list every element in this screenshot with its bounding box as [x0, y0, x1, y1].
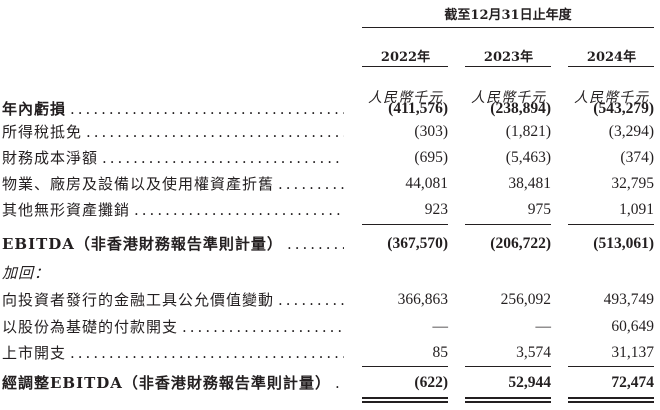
- row-label: 加回：: [2, 262, 344, 284]
- dot-leader: ........................................…: [70, 344, 344, 362]
- dot-leader: ........................................…: [334, 374, 344, 392]
- value-cell: —: [432, 318, 449, 335]
- value-cell: (367,570): [387, 235, 448, 252]
- unit-label: 人民幣千元: [471, 90, 546, 106]
- dot-leader: ........................................…: [70, 100, 344, 118]
- table-row: 物業、廠房及設備以及使用權資產折舊.......................…: [0, 173, 660, 195]
- row-label: 上市開支....................................…: [2, 342, 344, 364]
- year-rule: [362, 66, 448, 67]
- value-cell: 32,795: [611, 175, 654, 192]
- row-label-text: 經調整EBITDA（非香港財務報告準則計量）: [2, 374, 331, 392]
- year-2023: 2023年: [483, 50, 534, 65]
- unit-label: 人民幣千元: [574, 90, 649, 106]
- subtotal-rule: [465, 224, 551, 225]
- value-cell: 85: [432, 344, 449, 361]
- row-label-text: 財務成本淨額: [2, 149, 99, 167]
- value-cell: —: [535, 318, 552, 335]
- dot-leader: ........................................…: [102, 149, 344, 167]
- value-cell: 923: [424, 201, 448, 218]
- row-label-text: 以股份為基礎的付款開支: [2, 318, 179, 336]
- row-label: 以股份為基礎的付款開支.............................…: [2, 316, 344, 338]
- value-cell: 60,649: [611, 318, 654, 335]
- value-cell: 1,091: [619, 201, 654, 218]
- value-cell: (695): [414, 149, 448, 166]
- period-header: 截至12月31日止年度: [444, 8, 572, 23]
- table-row: 所得稅抵免...................................…: [0, 121, 660, 143]
- row-label: 經調整EBITDA（非香港財務報告準則計量）..................…: [2, 372, 344, 394]
- year-2022: 2022年: [380, 50, 431, 65]
- row-label-text: 物業、廠房及設備以及使用權資產折舊: [2, 175, 275, 193]
- table-row: EBITDA（非香港財務報告準則計量）.....................…: [0, 233, 660, 255]
- unit-label: 人民幣千元: [368, 90, 443, 106]
- value-cell: 493,749: [603, 291, 654, 308]
- row-label: 其他無形資產攤銷................................…: [2, 199, 344, 221]
- value-cell: 44,081: [405, 175, 448, 192]
- value-cell: 975: [527, 201, 551, 218]
- row-label: 財務成本淨額..................................…: [2, 147, 344, 169]
- value-cell: (238,894): [490, 100, 551, 117]
- value-cell: (513,061): [593, 235, 654, 252]
- value-cell: (5,463): [505, 149, 551, 166]
- value-cell: 72,474: [611, 374, 654, 391]
- value-cell: (543,279): [593, 100, 654, 117]
- subtotal-rule: [362, 366, 448, 367]
- dot-leader: ........................................…: [286, 235, 344, 253]
- table-row: 年內虧損....................................…: [0, 98, 660, 120]
- row-label-text: 所得稅抵免: [2, 123, 83, 141]
- row-label-text: 其他無形資產攤銷: [2, 201, 131, 219]
- subtotal-rule: [465, 366, 551, 367]
- value-cell: (3,294): [608, 123, 654, 140]
- row-label-text: 上市開支: [2, 344, 67, 362]
- row-label-text: 年內虧損: [2, 100, 67, 118]
- dot-leader: ........................................…: [134, 201, 344, 219]
- value-cell: (303): [414, 123, 448, 140]
- row-label: 所得稅抵免...................................…: [2, 121, 344, 143]
- year-rule: [465, 66, 551, 67]
- dot-leader: ........................................…: [278, 291, 344, 309]
- row-label: 年內虧損....................................…: [2, 98, 344, 120]
- value-cell: 3,574: [516, 344, 551, 361]
- table-row: 上市開支....................................…: [0, 342, 660, 364]
- table-row: 其他無形資產攤銷................................…: [0, 199, 660, 221]
- row-label: 物業、廠房及設備以及使用權資產折舊.......................…: [2, 173, 344, 195]
- table-row: 財務成本淨額..................................…: [0, 147, 660, 169]
- value-cell: (411,576): [388, 100, 448, 117]
- row-label-text: 向投資者發行的金融工具公允價值變動: [2, 291, 275, 309]
- row-label-text: EBITDA（非香港財務報告準則計量）: [2, 235, 283, 253]
- table-row: 以股份為基礎的付款開支.............................…: [0, 316, 660, 338]
- value-cell: 366,863: [397, 291, 448, 308]
- value-cell: (1,821): [505, 123, 551, 140]
- value-cell: 31,137: [611, 344, 654, 361]
- value-cell: 38,481: [508, 175, 551, 192]
- table-row: 經調整EBITDA（非香港財務報告準則計量）..................…: [0, 372, 660, 394]
- header-rule: [362, 27, 654, 28]
- total-double-rule: [568, 397, 654, 399]
- value-cell: (622): [414, 374, 448, 391]
- row-label: EBITDA（非香港財務報告準則計量）.....................…: [2, 233, 344, 255]
- total-double-rule: [465, 397, 551, 399]
- subtotal-rule: [362, 224, 448, 225]
- value-cell: 256,092: [500, 291, 551, 308]
- value-cell: (374): [620, 149, 654, 166]
- year-2024: 2024年: [586, 50, 637, 65]
- total-double-rule: [362, 397, 448, 399]
- row-label: 向投資者發行的金融工具公允價值變動.......................…: [2, 289, 344, 311]
- table-row: 加回：: [0, 262, 660, 284]
- dot-leader: ........................................…: [278, 175, 344, 193]
- row-label-text: 加回：: [2, 264, 51, 282]
- table-row: 向投資者發行的金融工具公允價值變動.......................…: [0, 289, 660, 311]
- value-cell: (206,722): [490, 235, 551, 252]
- subtotal-rule: [568, 366, 654, 367]
- dot-leader: ........................................…: [86, 123, 344, 141]
- dot-leader: ........................................…: [182, 318, 344, 336]
- subtotal-rule: [568, 224, 654, 225]
- value-cell: 52,944: [508, 374, 551, 391]
- year-rule: [568, 66, 654, 67]
